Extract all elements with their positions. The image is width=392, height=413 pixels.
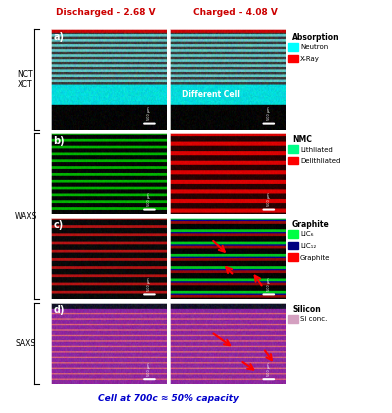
Bar [288,254,298,261]
Bar [288,43,298,51]
Text: LIC₆: LIC₆ [300,231,313,237]
Text: X-Ray: X-Ray [300,56,320,62]
Bar [288,157,298,164]
Text: Si conc.: Si conc. [300,316,327,322]
Text: a): a) [53,32,64,42]
Text: c): c) [53,221,64,230]
Text: d): d) [53,305,65,315]
Text: 500 μm: 500 μm [267,106,271,120]
Text: Different Cell: Different Cell [182,90,240,99]
Text: WAXS: WAXS [14,212,37,221]
Text: Charged - 4.08 V: Charged - 4.08 V [193,7,278,17]
Text: 500 μm: 500 μm [267,362,271,376]
Text: NCT
XCT: NCT XCT [18,69,33,89]
Text: Absorption: Absorption [292,33,339,42]
Text: Neutron: Neutron [300,45,328,50]
Text: 500 μm: 500 μm [267,278,271,291]
Text: 500 μm: 500 μm [267,193,271,206]
Bar [288,145,298,153]
Text: 500 μm: 500 μm [147,193,151,206]
Text: b): b) [53,135,65,145]
Text: Graphite: Graphite [292,220,330,229]
Text: Delithliated: Delithliated [300,158,340,164]
Text: NMC: NMC [292,135,312,144]
Text: Lithliated: Lithliated [300,147,333,153]
Text: 500 μm: 500 μm [147,362,151,376]
Text: SAXS: SAXS [15,339,36,348]
Bar [288,242,298,249]
Bar [288,315,298,323]
Bar [288,55,298,62]
Text: 500 μm: 500 μm [147,278,151,291]
Text: Discharged - 2.68 V: Discharged - 2.68 V [56,7,156,17]
Bar [288,230,298,238]
Text: 500 μm: 500 μm [147,106,151,120]
Text: LIC₁₂: LIC₁₂ [300,243,316,249]
Text: Graphite: Graphite [300,254,330,261]
Text: Silicon: Silicon [292,305,321,314]
Text: Cell at 700c ≈ 50% capacity: Cell at 700c ≈ 50% capacity [98,394,239,403]
